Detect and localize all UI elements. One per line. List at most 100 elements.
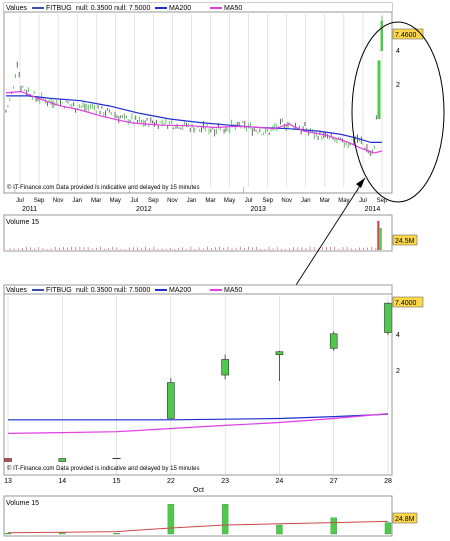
highlight-ellipse <box>351 21 445 203</box>
top-xtick-label: Sep <box>34 198 45 204</box>
bottom-y-axis: 4 2 <box>391 294 400 475</box>
top-volume-spike <box>377 221 380 250</box>
bottom-volume-bar <box>330 517 337 535</box>
bottom-xtick-label: 27 <box>330 478 338 485</box>
top-ma50-line <box>5 90 383 154</box>
top-xtick-label: Sep <box>377 198 388 204</box>
bottom-plot-frame <box>3 284 393 476</box>
bottom-xtick-label: 13 <box>4 478 12 485</box>
top-legend-detail: null: 0.3500 null: 7.5000 <box>76 5 150 12</box>
bottom-xtick-label: 15 <box>113 478 121 485</box>
bottom-last-price-badge <box>392 296 424 308</box>
bottom-volume-bars <box>4 504 392 535</box>
bottom-xtick-label: 28 <box>384 478 392 485</box>
top-ytick-4: 4 <box>396 48 400 55</box>
top-year-label: 2013 <box>250 206 266 213</box>
top-xtick-label: Sep <box>148 198 159 204</box>
bottom-volume-badge-text: 24.8M <box>395 516 415 523</box>
bottom-legend-ma50: MA50 <box>224 287 242 294</box>
bottom-xtick-label: 24 <box>276 478 284 485</box>
bottom-volume-bar <box>221 504 229 535</box>
top-volume-bars <box>9 221 382 250</box>
bottom-volume-frame <box>3 495 393 537</box>
bottom-values-label: Values <box>6 287 27 294</box>
top-gridlines <box>19 14 383 187</box>
top-legend-bar <box>4 3 392 12</box>
bottom-volume-ma-line <box>7 520 389 534</box>
bottom-volume-bar <box>113 533 120 535</box>
top-plot-frame <box>3 2 393 194</box>
top-volume-label: Volume 15 <box>6 219 39 226</box>
top-last-price-badge <box>392 28 424 40</box>
bottom-ytick-4: 4 <box>396 332 400 339</box>
bottom-candle-body <box>329 333 338 349</box>
top-xtick-label: Jan <box>72 198 82 204</box>
top-xtick-label: Nov <box>281 198 292 204</box>
top-credit: © IT-Finance.com Data provided is indica… <box>7 184 200 191</box>
top-xtick-label: Jan <box>301 198 311 204</box>
top-xtick-label: Mar <box>320 198 330 204</box>
bottom-volume-label: Volume 15 <box>6 500 39 507</box>
top-xtick-label: Sep <box>262 198 273 204</box>
top-legend-ma50: MA50 <box>224 5 242 12</box>
bottom-last-price-text: 7.4000 <box>395 300 417 307</box>
bottom-legend-detail: null: 0.3500 null: 7.5000 <box>76 287 150 294</box>
annotation-arrow-head <box>356 178 365 188</box>
bottom-volume-bar <box>59 532 66 535</box>
top-xtick-label: Jul <box>359 198 367 204</box>
top-xtick-label: Mar <box>205 198 215 204</box>
top-xtick-label: Jan <box>187 198 197 204</box>
top-y-axis: 4 2 <box>391 12 400 193</box>
bottom-candle-body <box>221 359 229 376</box>
top-xtick-label: May <box>224 198 235 204</box>
bottom-candle-body <box>384 302 392 333</box>
top-xtick-label: Nov <box>53 198 64 204</box>
top-volume-badge <box>392 234 418 246</box>
top-xtick-label: May <box>110 198 121 204</box>
bottom-x-axis: 13 14 15 22 23 24 27 28 <box>4 478 392 485</box>
top-volume-spike <box>379 228 382 250</box>
bottom-xtick-label: 22 <box>167 478 175 485</box>
bottom-ma50-line <box>7 413 389 434</box>
top-chart: Values FITBUG null: 0.3500 null: 7.5000 … <box>3 2 445 314</box>
top-xtick-label: Nov <box>167 198 178 204</box>
bottom-xtick-label: 14 <box>58 478 66 485</box>
top-xtick-label: Jul <box>245 198 253 204</box>
top-year-label: 2014 <box>365 206 381 213</box>
bottom-candle-body <box>275 351 284 356</box>
top-ytick-2: 2 <box>396 82 400 89</box>
bottom-xtick-label: 23 <box>221 478 229 485</box>
top-volume-badge-text: 24.5M <box>395 238 415 245</box>
bottom-x-caption: Oct <box>193 487 204 494</box>
bottom-volume-bar <box>4 533 12 535</box>
bottom-volume-badge <box>392 512 418 524</box>
top-xtick-label: Jul <box>16 198 24 204</box>
bottom-candle-body <box>167 382 175 419</box>
top-legend-ticker: FITBUG <box>46 5 72 12</box>
top-values-label: Values <box>6 5 27 12</box>
top-xtick-label: Jul <box>130 198 138 204</box>
bottom-legend-ticker: FITBUG <box>46 287 72 294</box>
top-year-label: 2012 <box>136 206 152 213</box>
bottom-volume-bar <box>167 504 175 535</box>
top-volume-frame <box>3 214 393 252</box>
top-spike-bar <box>377 60 381 119</box>
top-ma200-line <box>6 95 382 143</box>
top-year-label: 2011 <box>22 206 37 213</box>
bottom-volume-bar <box>276 524 283 535</box>
bottom-chart: Values FITBUG null: 0.3500 null: 7.5000 … <box>3 284 424 537</box>
bottom-gridlines <box>7 296 389 475</box>
bottom-volume-bar <box>384 522 392 535</box>
bottom-candles <box>4 302 392 462</box>
bottom-candle-body <box>4 458 12 462</box>
top-legend-ma200: MA200 <box>169 5 191 12</box>
top-spike-bar <box>380 20 384 51</box>
bottom-legend-ma200: MA200 <box>169 287 191 294</box>
bottom-credit: © IT-Finance.com Data provided is indica… <box>7 465 200 472</box>
top-last-price-text: 7.4600 <box>395 32 417 39</box>
top-x-axis: Jul Sep Nov Jan Mar May Jul Sep Nov Jan Mar May Jul S… <box>16 198 388 204</box>
top-xtick-label: Mar <box>91 198 101 204</box>
bottom-ytick-2: 2 <box>396 368 400 375</box>
top-year-labels: 2011 2012 2013 2014 <box>14 187 381 213</box>
